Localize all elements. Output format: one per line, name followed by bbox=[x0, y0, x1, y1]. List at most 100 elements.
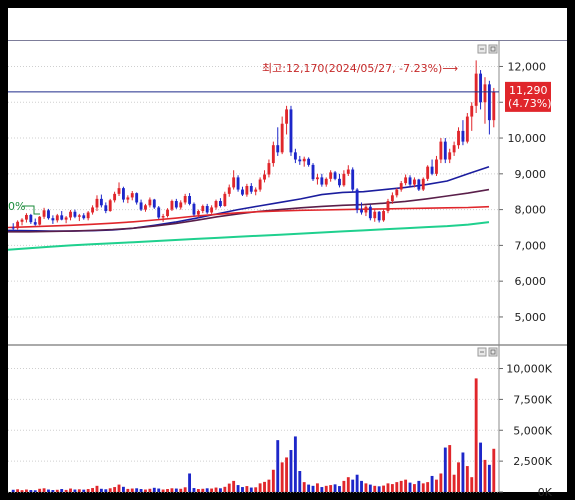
volume-bar bbox=[421, 483, 425, 492]
candle-down bbox=[236, 177, 240, 190]
candle-up bbox=[201, 206, 205, 212]
candle-up bbox=[492, 91, 496, 121]
candle-down bbox=[487, 84, 491, 121]
candle-up bbox=[42, 210, 46, 217]
volume-bar bbox=[210, 488, 214, 492]
candle-down bbox=[47, 210, 50, 219]
volume-bar bbox=[42, 488, 46, 492]
volume-bar bbox=[443, 447, 447, 492]
volume-bar bbox=[439, 473, 443, 492]
volume-bar bbox=[452, 474, 456, 492]
volume-bar bbox=[16, 489, 20, 492]
volume-bar bbox=[113, 487, 117, 492]
candle-up bbox=[412, 179, 416, 185]
candle-up bbox=[457, 130, 460, 146]
candle-up bbox=[364, 206, 368, 213]
candle-down bbox=[289, 109, 293, 153]
candle-down bbox=[11, 227, 15, 229]
volume-bar bbox=[315, 483, 319, 492]
volume-bar bbox=[435, 479, 438, 492]
volume-bar bbox=[91, 488, 95, 492]
high-price-annotation: 최고:12,170(2024/05/27, -7.23%)⟶ bbox=[262, 62, 458, 75]
candle-down bbox=[311, 164, 315, 180]
volume-bar bbox=[192, 488, 196, 492]
volume-bar bbox=[320, 487, 324, 492]
volume-bar bbox=[249, 487, 253, 492]
left-percent-marker: 0% bbox=[8, 200, 25, 213]
volume-bar bbox=[157, 488, 161, 492]
candle-down bbox=[241, 189, 244, 195]
volume-bar bbox=[355, 474, 359, 492]
volume-bar bbox=[368, 484, 372, 492]
candle-up bbox=[470, 105, 474, 117]
candle-up bbox=[271, 145, 275, 164]
candle-up bbox=[390, 195, 394, 202]
candle-up bbox=[69, 211, 72, 218]
price-tick-label: 6,000 bbox=[515, 275, 547, 288]
price-tick-label: 7,000 bbox=[515, 239, 547, 252]
candle-up bbox=[24, 214, 28, 220]
candle-up bbox=[183, 196, 187, 203]
volume-bar bbox=[373, 485, 377, 492]
volume-bar bbox=[205, 488, 209, 492]
volume-bar bbox=[86, 489, 90, 492]
candle-up bbox=[399, 183, 403, 190]
candle-up bbox=[113, 193, 117, 201]
moving-average-ma_long bbox=[7, 205, 490, 229]
volume-bar bbox=[377, 486, 381, 492]
candle-up bbox=[64, 217, 68, 220]
volume-bar bbox=[399, 480, 403, 492]
candle-up bbox=[258, 179, 262, 190]
volume-bar bbox=[170, 488, 174, 492]
volume-bar bbox=[95, 485, 99, 492]
chart-panel bbox=[8, 8, 567, 492]
volume-bar bbox=[232, 480, 236, 492]
candle-up bbox=[214, 201, 218, 208]
volume-bar bbox=[390, 484, 394, 492]
current-price-badge: 11,290 (4.73%) bbox=[505, 81, 552, 112]
volume-tick-label: 2,500K bbox=[513, 455, 552, 468]
moving-average-ma_short bbox=[7, 165, 490, 232]
candle-up bbox=[170, 201, 174, 210]
candle-up bbox=[373, 211, 377, 219]
price-tick-label: 5,000 bbox=[515, 311, 547, 324]
candle-down bbox=[188, 196, 192, 204]
volume-bar bbox=[254, 487, 258, 492]
volume-bar bbox=[218, 488, 222, 492]
volume-bar bbox=[474, 378, 478, 492]
chart-top-divider bbox=[8, 40, 567, 41]
volume-bar bbox=[298, 471, 302, 492]
candle-up bbox=[210, 207, 214, 213]
volume-bar bbox=[135, 488, 139, 492]
volume-bar bbox=[267, 479, 271, 492]
volume-bar bbox=[126, 488, 130, 492]
volume-bar bbox=[276, 440, 280, 492]
volume-panel-minimize-icon[interactable] bbox=[477, 347, 487, 357]
volume-tick-label: 0K bbox=[538, 486, 553, 499]
price-panel-maximize-icon[interactable] bbox=[488, 44, 498, 54]
candle-down bbox=[218, 201, 222, 207]
candle-up bbox=[395, 189, 399, 196]
volume-bar bbox=[263, 481, 266, 492]
candle-up bbox=[448, 152, 452, 160]
volume-bar bbox=[179, 488, 183, 492]
volume-bar bbox=[483, 459, 487, 492]
price-panel-minimize-icon[interactable] bbox=[477, 44, 487, 54]
candle-up bbox=[439, 141, 443, 160]
volume-panel-maximize-icon[interactable] bbox=[488, 347, 498, 357]
candle-down bbox=[408, 177, 412, 185]
candle-down bbox=[174, 201, 178, 208]
volume-bar bbox=[271, 469, 275, 492]
candle-down bbox=[60, 215, 64, 220]
candle-up bbox=[254, 189, 258, 192]
volume-bar bbox=[302, 482, 306, 492]
volume-bar bbox=[324, 485, 328, 492]
volume-bar bbox=[395, 482, 399, 492]
candle-down bbox=[82, 215, 86, 219]
volume-bar bbox=[188, 473, 192, 492]
volume-bar bbox=[117, 484, 121, 492]
candle-up bbox=[315, 177, 319, 180]
volume-bar bbox=[223, 486, 227, 492]
candle-down bbox=[307, 158, 311, 165]
